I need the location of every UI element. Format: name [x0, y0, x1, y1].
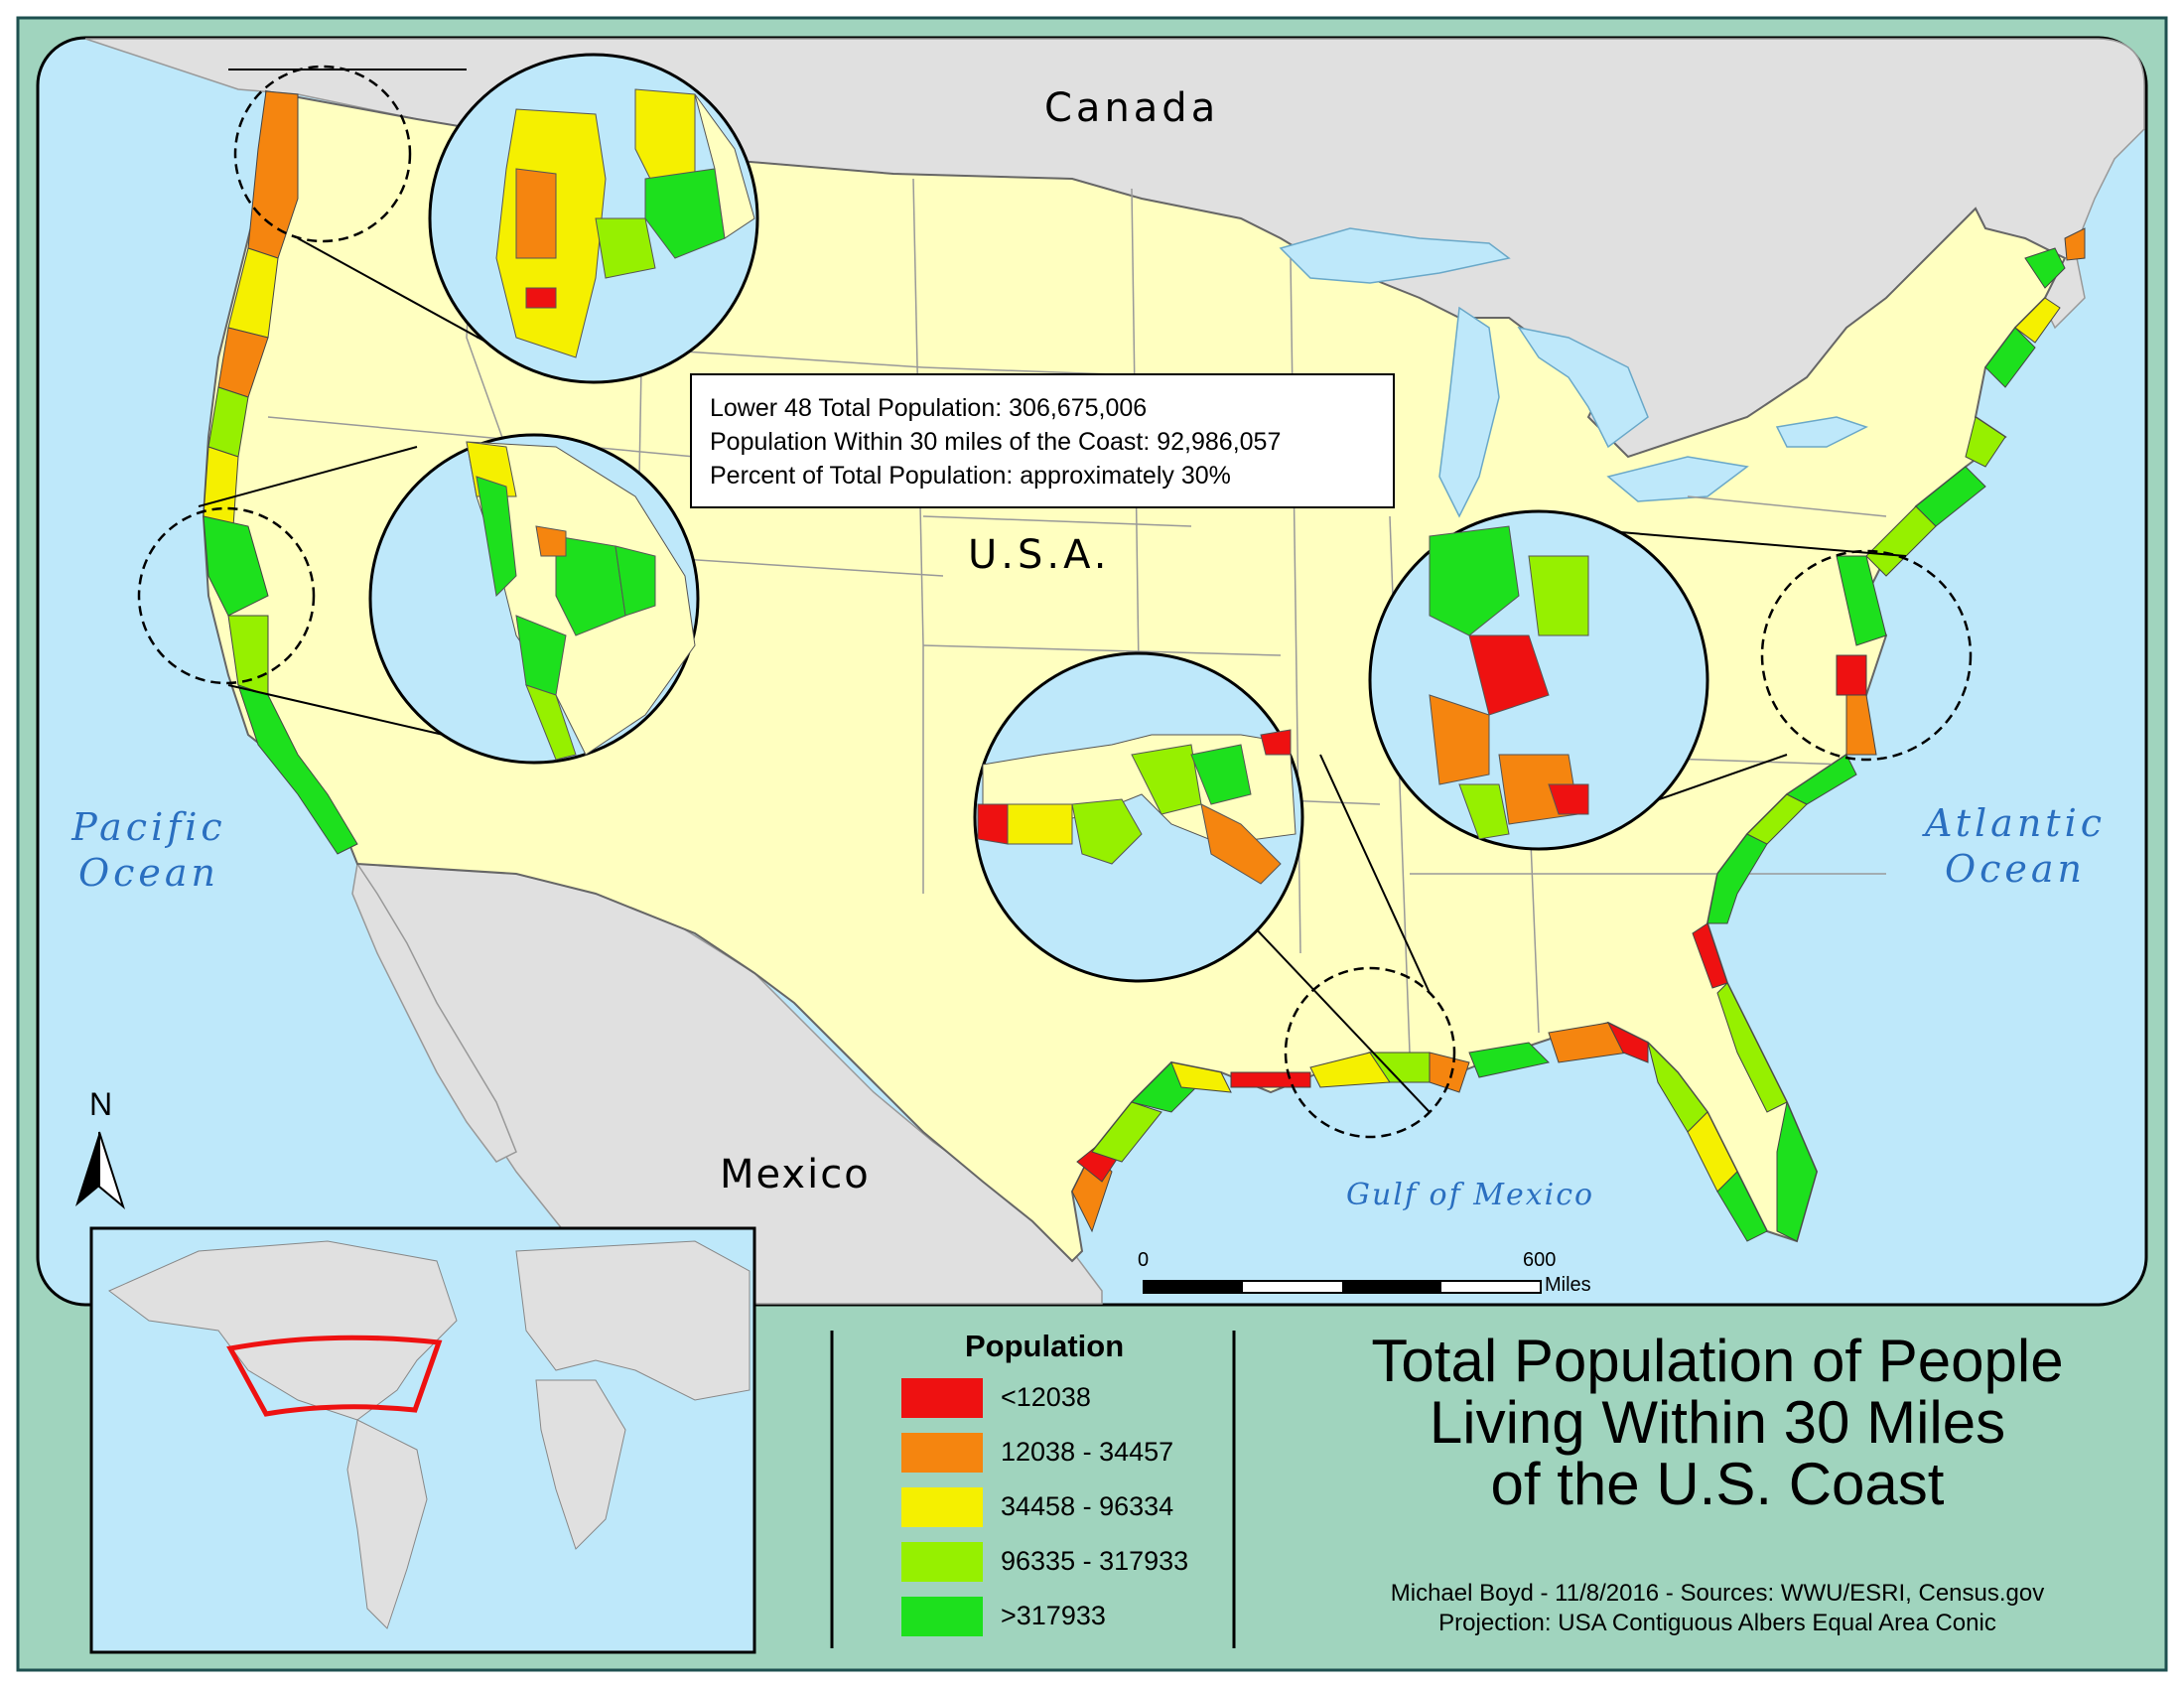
canada-label: Canada: [1044, 85, 1220, 131]
title-line2: Living Within 30 Miles: [1429, 1389, 2006, 1456]
magnifier-gulf: [973, 651, 1304, 983]
pacific-line1: Pacific: [71, 805, 226, 849]
world-inset-map: [89, 1226, 756, 1654]
legend-swatch: [901, 1433, 983, 1473]
stats-line-percent: Percent of Total Population: approximate…: [710, 462, 1231, 490]
baja-peninsula: [351, 862, 517, 1163]
magnifier-chesapeake: [1368, 509, 1709, 851]
stats-line-coastal: Population Within 30 miles of the Coast:…: [710, 428, 1282, 456]
legend-label: 34458 - 96334: [1001, 1491, 1174, 1521]
stats-line-total: Lower 48 Total Population: 306,675,006: [710, 394, 1148, 422]
scale-end-label: 600: [1523, 1249, 1557, 1271]
map-title: Total Population of People Living Within…: [1281, 1331, 2154, 1515]
credits-line1: Michael Boyd - 11/8/2016 - Sources: WWU/…: [1390, 1580, 2045, 1607]
atlantic-ocean-label: Atlantic Ocean: [1916, 800, 2115, 892]
title-line3: of the U.S. Coast: [1490, 1451, 1945, 1517]
small-dashed-circles: [137, 65, 1973, 1139]
scale-start-label: 0: [1138, 1249, 1150, 1271]
legend-swatch: [901, 1378, 983, 1418]
legend-label: <12038: [1001, 1382, 1091, 1412]
atlantic-line1: Atlantic: [1924, 801, 2107, 845]
scale-bar: [1143, 1280, 1542, 1294]
great-lakes: [1279, 227, 1868, 518]
atlantic-line2: Ocean: [1944, 847, 2087, 891]
title-line1: Total Population of People: [1371, 1328, 2064, 1394]
pacific-ocean-label: Pacific Ocean: [60, 804, 238, 896]
legend-title: Population: [965, 1329, 1125, 1363]
legend-swatch: [901, 1487, 983, 1527]
legend-dividers: [830, 1331, 1236, 1648]
usa-label: U.S.A.: [968, 532, 1111, 578]
legend-label: 12038 - 34457: [1001, 1437, 1174, 1467]
gulf-of-mexico-label: Gulf of Mexico: [1346, 1178, 1595, 1212]
legend-swatch: [901, 1542, 983, 1582]
scale-unit-label: Miles: [1545, 1274, 1591, 1296]
population-stats-box: Lower 48 Total Population: 306,675,006 P…: [690, 373, 1395, 508]
legend-label: >317933: [1001, 1601, 1106, 1630]
credits-line2: Projection: USA Contiguous Albers Equal …: [1438, 1610, 1996, 1636]
coastal-county-bands: [203, 90, 2086, 1242]
mexico-label: Mexico: [720, 1152, 871, 1197]
legend-swatch: [901, 1597, 983, 1636]
pacific-line2: Ocean: [77, 851, 220, 895]
map-credits: Michael Boyd - 11/8/2016 - Sources: WWU/…: [1281, 1579, 2154, 1638]
north-arrow-icon: [75, 1131, 125, 1209]
magnifier-ne-washington: [428, 53, 759, 384]
magnifier-sf-bay: [368, 433, 700, 765]
north-label: N: [89, 1086, 113, 1122]
legend-label: 96335 - 317933: [1001, 1546, 1189, 1576]
